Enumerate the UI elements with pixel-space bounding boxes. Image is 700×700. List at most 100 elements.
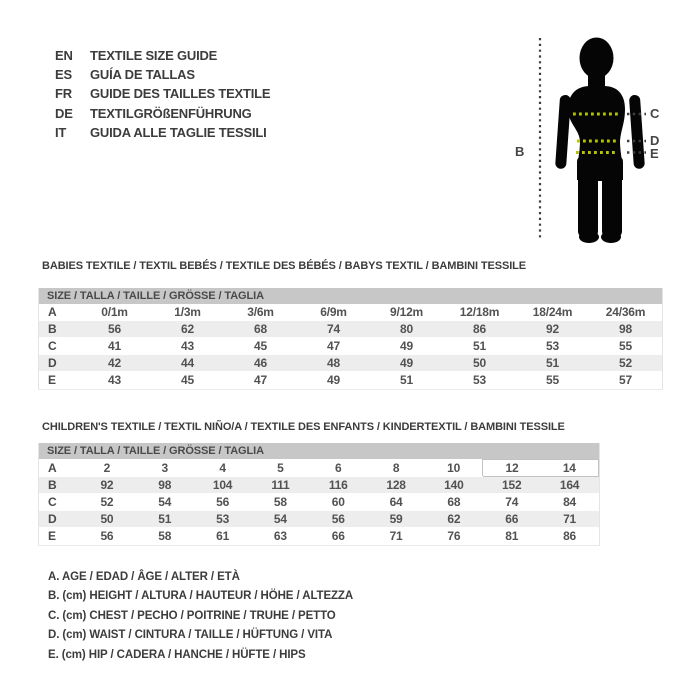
size-cell: 98: [135, 476, 194, 494]
size-cell: 51: [370, 371, 443, 389]
size-cell: 68: [224, 320, 297, 338]
size-cell: 53: [443, 371, 516, 389]
size-cell: 4: [193, 459, 252, 477]
size-cell: 53: [193, 510, 252, 528]
size-cell: 41: [78, 337, 151, 355]
size-cell: 46: [224, 354, 297, 372]
table-row: B 56 62 68 74 80 86 92 98: [39, 320, 662, 338]
size-cell: 86: [540, 527, 599, 545]
size-cell: 8: [367, 459, 425, 477]
size-cell: 47: [297, 337, 370, 355]
size-cell: 42: [78, 354, 151, 372]
size-cell: 92: [78, 476, 136, 494]
row-label: E: [39, 371, 78, 389]
size-cell: 128: [367, 476, 425, 494]
table-row: D 42 44 46 48 49 50 51 52: [39, 354, 662, 372]
babies-size-header-bar: SIZE / TALLA / TAILLE / GRÖSSE / TAGLIA: [39, 288, 662, 304]
chest-label: C: [650, 106, 660, 121]
size-cell: 68: [424, 493, 483, 511]
size-cell: 64: [367, 493, 425, 511]
size-cell: 56: [193, 493, 252, 511]
size-cell: 74: [482, 493, 541, 511]
size-cell: 53: [516, 337, 589, 355]
language-title-row: FR GUIDE DES TAILLES TEXTILE: [55, 84, 271, 103]
size-cell: 6/9m: [297, 304, 370, 321]
language-guide-title: GUIDA ALLE TAGLIE TESSILI: [90, 124, 267, 140]
size-cell: 55: [516, 371, 589, 389]
hip-label: E: [650, 146, 659, 161]
language-code: EN: [55, 48, 73, 63]
size-cell: 50: [78, 510, 136, 528]
legend-line: C. (cm) CHEST / PECHO / POITRINE / TRUHE…: [48, 609, 336, 622]
waist-label: D: [650, 133, 660, 148]
size-cell: 86: [443, 320, 516, 338]
legend-line: D. (cm) WAIST / CINTURA / TAILLE / HÜFTU…: [48, 629, 333, 642]
size-cell: 55: [589, 337, 662, 355]
table-row: B 92 98 104 111 116 128 140 152 164: [39, 476, 599, 494]
row-label: B: [39, 320, 78, 338]
children-size-table: SIZE / TALLA / TAILLE / GRÖSSE / TAGLIA …: [38, 443, 600, 546]
size-cell: 80: [370, 320, 443, 338]
height-label: B: [515, 144, 525, 159]
legend-line: B. (cm) HEIGHT / ALTURA / HAUTEUR / HÖHE…: [48, 590, 354, 603]
size-cell: 76: [424, 527, 483, 545]
size-cell: 57: [589, 371, 662, 389]
size-cell: 62: [424, 510, 483, 528]
language-guide-title: GUÍA DE TALLAS: [90, 67, 195, 83]
size-cell: 61: [193, 527, 252, 545]
size-cell: 56: [78, 320, 151, 338]
size-cell: 48: [297, 354, 370, 372]
table-row: D 50 51 53 54 56 59 62 66 71: [39, 510, 599, 528]
size-cell: 5: [251, 459, 310, 477]
language-title-row: DE TEXTILGRÖßENFÜHRUNG: [55, 104, 270, 123]
size-cell: 24/36m: [589, 304, 662, 321]
size-cell: 47: [224, 371, 297, 389]
size-cell: 59: [367, 510, 425, 528]
language-guide-title: GUIDE DES TAILLES TEXTILE: [90, 86, 271, 102]
language-guide-title: TEXTILGRÖßENFÜHRUNG: [90, 105, 252, 121]
size-cell: 12/18m: [443, 304, 516, 321]
language-title-row: EN TEXTILE SIZE GUIDE: [55, 46, 270, 65]
babies-size-table: SIZE / TALLA / TAILLE / GRÖSSE / TAGLIA …: [38, 288, 663, 390]
size-cell: 71: [367, 527, 425, 545]
language-guide-title: TEXTILE SIZE GUIDE: [90, 48, 218, 63]
language-code: IT: [55, 124, 67, 140]
size-cell: 66: [309, 527, 368, 545]
size-cell: 0/1m: [78, 304, 151, 321]
size-cell: 54: [251, 510, 310, 528]
size-cell: 92: [516, 320, 589, 338]
size-cell: 63: [251, 527, 310, 545]
measurement-figure: B C D E: [510, 25, 690, 245]
size-cell: 58: [135, 527, 194, 545]
size-cell: 49: [370, 354, 443, 372]
size-cell: 2: [78, 459, 136, 477]
size-cell: 66: [482, 510, 541, 528]
measurement-legend: A. AGE / EDAD / ÂGE / ALTER / ETÀ B. (cm…: [48, 568, 353, 665]
size-cell: 52: [589, 354, 662, 372]
size-cell: 51: [135, 510, 194, 528]
children-section-title: CHILDREN'S TEXTILE / TEXTIL NIÑO/A / TEX…: [42, 421, 565, 433]
table-row: C 41 43 45 47 49 51 53 55: [39, 337, 662, 355]
size-cell: 43: [78, 371, 151, 389]
size-cell: 6: [309, 459, 368, 477]
legend-line: E. (cm) HIP / CADERA / HANCHE / HÜFTE / …: [48, 648, 306, 661]
size-cell: 50: [443, 354, 516, 372]
language-code: FR: [55, 86, 72, 102]
size-cell: 74: [297, 320, 370, 338]
table-row: A 2 3 4 5 6 8 10 12 14: [39, 459, 599, 477]
size-cell: 3/6m: [224, 304, 297, 321]
size-cell: 51: [443, 337, 516, 355]
size-cell: 98: [589, 320, 662, 338]
table-row: C 52 54 56 58 60 64 68 74 84: [39, 493, 599, 511]
language-title-row: ES GUÍA DE TALLAS: [55, 65, 270, 84]
size-cell: 49: [297, 371, 370, 389]
legend-line: A. AGE / EDAD / ÂGE / ALTER / ETÀ: [48, 571, 240, 583]
size-cell: 14: [540, 459, 599, 477]
size-cell: 52: [78, 493, 136, 511]
size-cell: 71: [540, 510, 599, 528]
language-title-row: IT GUIDA ALLE TAGLIE TESSILI: [55, 123, 270, 142]
size-cell: 9/12m: [370, 304, 443, 321]
language-code: ES: [55, 67, 72, 83]
table-row: E 43 45 47 49 51 53 55 57: [39, 371, 662, 389]
